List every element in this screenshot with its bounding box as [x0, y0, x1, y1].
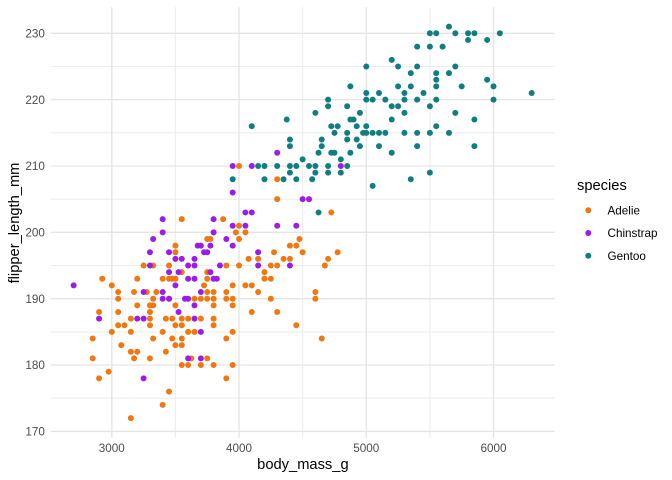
- svg-text:3000: 3000: [99, 442, 126, 455]
- svg-text:170: 170: [25, 426, 45, 439]
- svg-text:5000: 5000: [353, 442, 380, 455]
- svg-text:4000: 4000: [226, 442, 253, 455]
- svg-text:210: 210: [25, 160, 45, 173]
- svg-text:180: 180: [25, 359, 45, 372]
- svg-text:200: 200: [25, 227, 45, 240]
- svg-text:Adelie: Adelie: [608, 205, 641, 218]
- svg-text:190: 190: [25, 293, 45, 306]
- svg-text:Chinstrap: Chinstrap: [608, 227, 659, 240]
- svg-text:flipper_length_mm: flipper_length_mm: [7, 163, 23, 284]
- svg-text:220: 220: [25, 94, 45, 107]
- svg-text:Gentoo: Gentoo: [608, 250, 647, 263]
- svg-text:body_mass_g: body_mass_g: [257, 457, 348, 473]
- svg-text:230: 230: [25, 28, 45, 41]
- svg-text:species: species: [577, 178, 627, 194]
- svg-text:6000: 6000: [480, 442, 507, 455]
